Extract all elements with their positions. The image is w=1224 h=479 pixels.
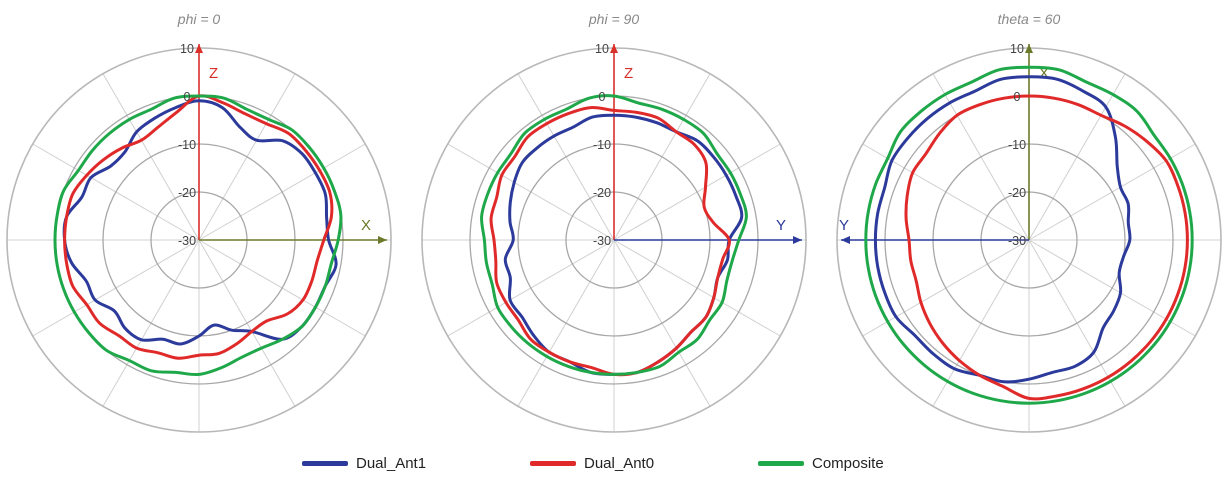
r-tick-label: 10 [180, 42, 194, 56]
axis-arrowhead-x [1025, 44, 1033, 53]
polar-chart-1: phi = 0 Z X 10 0 -10 -20 -30 [6, 11, 392, 433]
r-tick-label: -30 [178, 234, 196, 248]
r-tick-label: 0 [1014, 90, 1021, 104]
r-tick-label: 10 [595, 42, 609, 56]
r-tick-label: 10 [1010, 42, 1024, 56]
r-tick-label: -30 [593, 234, 611, 248]
axis-label-y: Y [839, 217, 849, 234]
series-line-composite [53, 94, 343, 377]
series-line-dual-ant1 [62, 99, 338, 346]
chart-title: phi = 90 [588, 11, 639, 27]
r-tick-label: -20 [178, 186, 196, 200]
axis-label-z: Z [209, 65, 218, 82]
polar-plots: phi = 0 Z X 10 0 -10 -20 -30 phi = 90 Z Y 10 0 -10 -20… [6, 11, 1222, 433]
series-line-composite [864, 65, 1194, 405]
axis-label-z: Z [624, 65, 633, 82]
r-tick-label: -10 [593, 138, 611, 152]
r-tick-label: -10 [1008, 138, 1026, 152]
legend-label-dual-ant1: Dual_Ant1 [356, 455, 427, 472]
legend-swatch-dual-ant1 [302, 461, 348, 466]
legend-item-dual-ant1: Dual_Ant1 [302, 455, 426, 472]
legend-label-composite: Composite [812, 455, 884, 472]
axis-arrowhead-z [610, 44, 618, 53]
legend-label-dual-ant0: Dual_Ant0 [584, 455, 655, 472]
legend-swatch-composite [758, 461, 804, 466]
series-line-dual-ant0 [904, 94, 1189, 401]
legend-item-dual-ant0: Dual_Ant0 [530, 455, 654, 472]
axis-label-y: Y [776, 217, 786, 234]
chart-title: theta = 60 [998, 11, 1061, 27]
series-line-dual-ant0 [63, 94, 334, 360]
r-tick-label: -30 [1008, 234, 1026, 248]
axis-arrowhead-z [195, 44, 203, 53]
chart-title: phi = 0 [177, 11, 221, 27]
series-line-dual-ant1 [873, 75, 1132, 384]
axis-label-x: X [1039, 65, 1049, 82]
r-tick-label: -20 [593, 186, 611, 200]
polar-chart-3: theta = 60 X Y 10 0 -10 -20 -30 [836, 11, 1222, 433]
r-tick-label: -20 [1008, 186, 1026, 200]
r-tick-label: 0 [184, 90, 191, 104]
r-tick-label: -10 [178, 138, 196, 152]
legend: Dual_Ant1 Dual_Ant0 Composite [0, 455, 1224, 479]
axis-arrowhead-y [793, 236, 802, 244]
legend-swatch-dual-ant0 [530, 461, 576, 466]
legend-item-composite: Composite [758, 455, 884, 472]
axis-arrowhead-x [378, 236, 387, 244]
axis-arrowhead-y [841, 236, 850, 244]
series-line-composite [480, 94, 748, 376]
r-tick-label: 0 [599, 90, 606, 104]
polar-chart-2: phi = 90 Z Y 10 0 -10 -20 -30 [421, 11, 807, 433]
axis-label-x: X [361, 217, 371, 234]
